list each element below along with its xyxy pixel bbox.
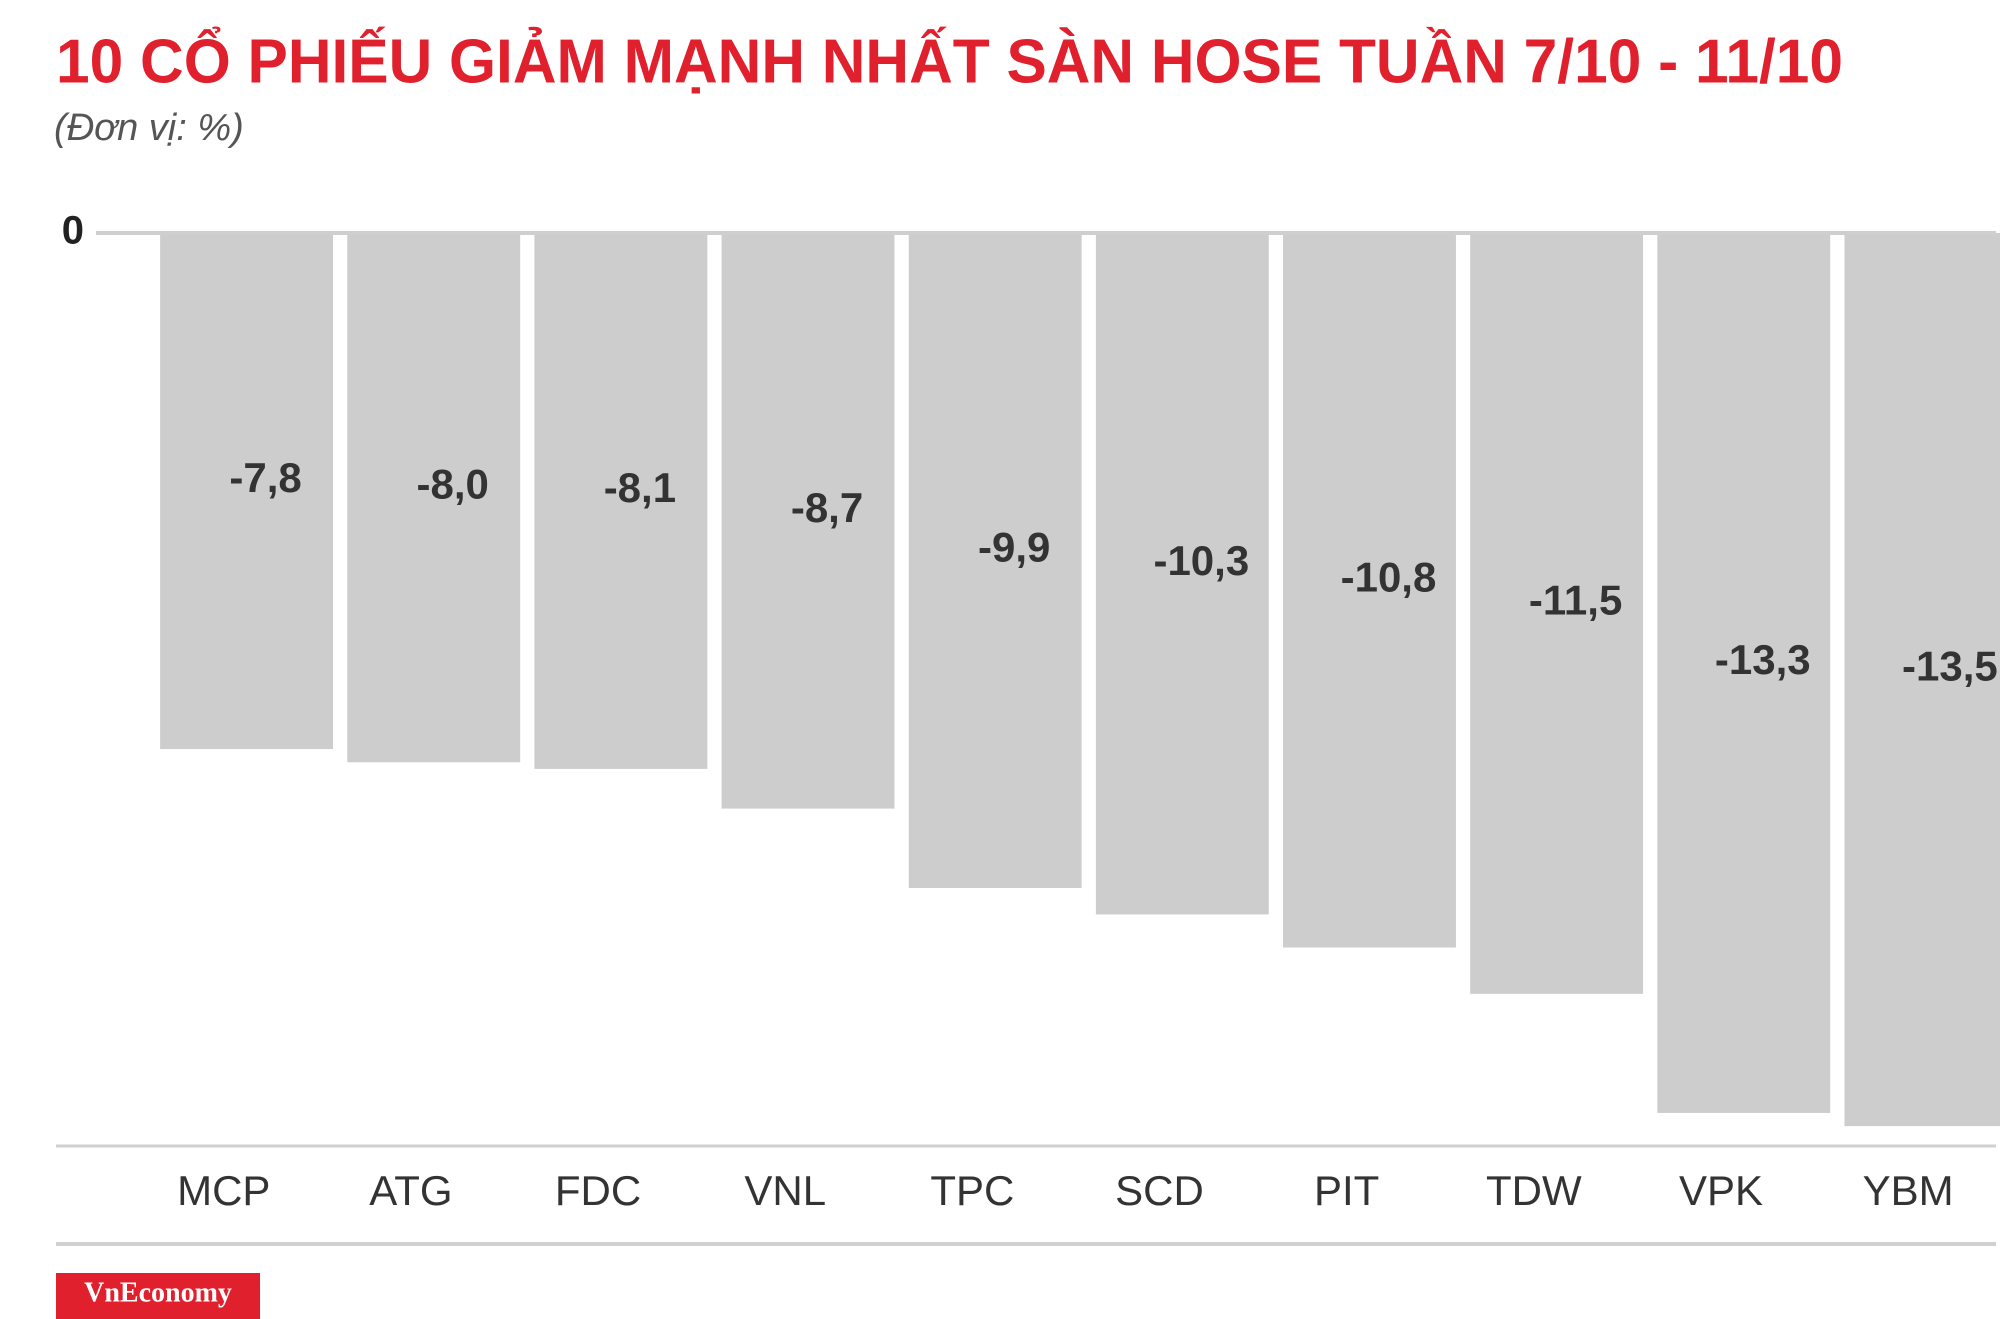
value-label: -10,8 <box>1341 553 1437 600</box>
chart-title: 10 CỔ PHIẾU GIẢM MẠNH NHẤT SÀN HOSE TUẦN… <box>56 26 1843 96</box>
x-tick-label: ATG <box>369 1167 452 1214</box>
x-tick-label: SCD <box>1115 1167 1204 1214</box>
bar <box>160 233 334 750</box>
bar <box>908 233 1082 888</box>
bar <box>1095 233 1269 915</box>
value-label: -11,5 <box>1529 577 1622 624</box>
bar <box>534 233 708 769</box>
value-label: -8,0 <box>417 461 489 508</box>
x-tick-label: PIT <box>1314 1167 1379 1214</box>
bar <box>1844 233 2000 1127</box>
y-tick-label: 0 <box>62 209 84 253</box>
x-tick-label: VNL <box>744 1167 826 1214</box>
value-label: -8,7 <box>791 484 863 531</box>
bar <box>721 233 895 809</box>
value-label: -9,9 <box>978 524 1050 571</box>
value-label: -7,8 <box>229 454 301 501</box>
x-tick-label: TDW <box>1486 1167 1582 1214</box>
source-label: VnEconomy <box>84 1277 232 1308</box>
value-label: -13,3 <box>1715 636 1811 683</box>
bar <box>1470 233 1644 994</box>
bar <box>347 233 521 763</box>
bar <box>1657 233 1831 1113</box>
x-tick-label: FDC <box>555 1167 641 1214</box>
chart-subtitle: (Đơn vị: %) <box>54 107 244 149</box>
value-label: -8,1 <box>604 464 676 511</box>
x-tick-label: YBM <box>1863 1167 1954 1214</box>
x-tick-label: MCP <box>177 1167 270 1214</box>
x-tick-label: TPC <box>930 1167 1014 1214</box>
x-tick-label: VPK <box>1679 1167 1763 1214</box>
source-badge <box>56 1273 260 1319</box>
value-label: -10,3 <box>1153 537 1249 584</box>
value-label: -13,5 <box>1902 643 1998 690</box>
bar <box>1283 233 1456 948</box>
